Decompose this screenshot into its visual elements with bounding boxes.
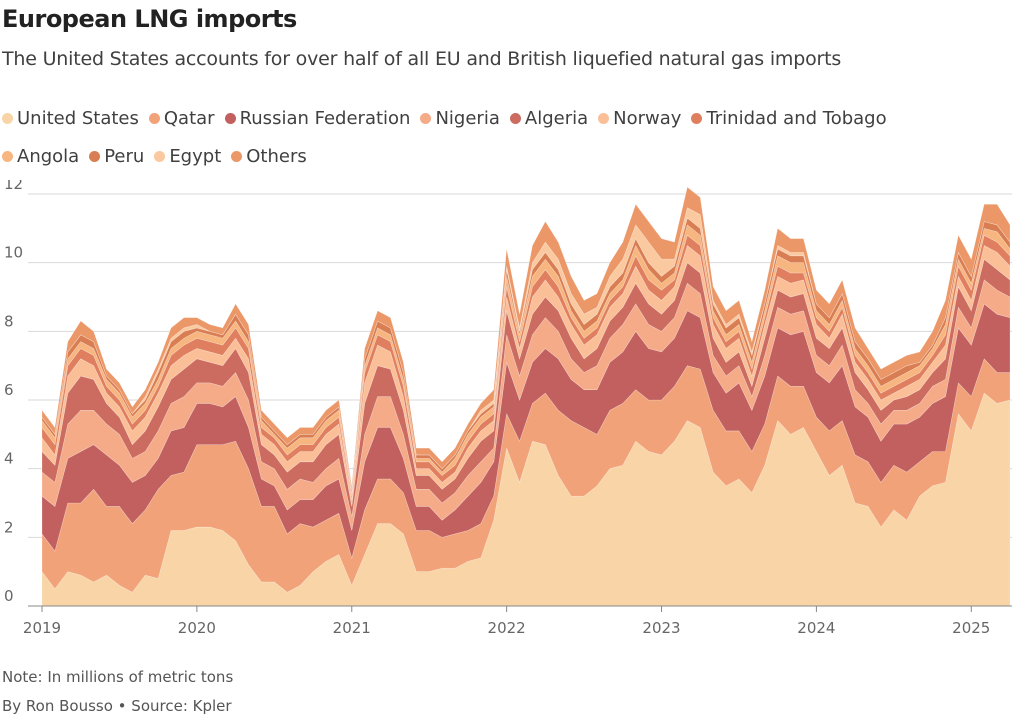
legend-item-others: Others [231, 138, 307, 176]
y-tick-label: 4 [4, 450, 14, 468]
legend-swatch [2, 113, 13, 124]
area-others [41, 186, 1011, 490]
legend-swatch [509, 113, 521, 124]
legend-swatch [598, 113, 610, 124]
legend-label: Russian Federation [239, 108, 411, 129]
legend-label: Egypt [169, 146, 222, 167]
area-series-group [41, 186, 1011, 607]
legend-label: Trinidad and Tobago [706, 108, 887, 129]
legend-item-qatar: Qatar [148, 100, 215, 138]
legend-label: Peru [104, 146, 145, 167]
legend-item-peru: Peru [89, 138, 144, 176]
legend-swatch [148, 113, 160, 124]
y-tick-label: 6 [4, 381, 14, 399]
x-tick-label: 2020 [178, 619, 216, 637]
legend-item-egypt: Egypt [154, 138, 221, 176]
x-tick-label: 2021 [333, 619, 371, 637]
axis-group: 2019 2020 2021 2022 2023 2024 2025 [23, 605, 1012, 637]
legend: United States Qatar Russian Federation Nige… [2, 100, 1012, 176]
note-text: Note: In millions of metric tons [2, 668, 234, 686]
legend-swatch [154, 151, 166, 162]
chart-title: European LNG imports [2, 5, 297, 33]
legend-item-norway: Norway [598, 100, 681, 138]
legend-label: Qatar [163, 108, 215, 129]
x-tick-label: 2019 [23, 619, 61, 637]
legend-swatch [224, 113, 236, 124]
legend-item-algeria: Algeria [509, 100, 589, 138]
y-tick-label: 2 [4, 518, 14, 536]
byline-text: By Ron Bousso • Source: Kpler [2, 697, 232, 715]
y-tick-label: 8 [4, 312, 14, 330]
legend-label: Angola [17, 146, 80, 167]
x-tick-label: 2022 [488, 619, 526, 637]
legend-item-russian-federation: Russian Federation [224, 100, 411, 138]
y-tick-label: 10 [4, 244, 23, 262]
legend-label: United States [17, 108, 139, 129]
legend-label: Norway [613, 108, 682, 129]
stacked-area-chart: 0 2 4 6 8 10 12 2019 2020 2021 2022 2023 2024 2025 [4, 180, 1012, 637]
legend-item-trinidad-and-tobago: Trinidad and Tobago [691, 100, 887, 138]
legend-swatch [691, 113, 703, 124]
legend-swatch [2, 151, 13, 162]
y-tick-label: 0 [4, 587, 14, 605]
legend-swatch [420, 113, 432, 124]
legend-item-angola: Angola [2, 138, 79, 176]
legend-item-united-states: United States [2, 100, 139, 138]
x-tick-label: 2024 [797, 619, 835, 637]
legend-label: Others [246, 146, 307, 167]
legend-item-nigeria: Nigeria [420, 100, 500, 138]
legend-swatch [231, 151, 243, 162]
x-tick-label: 2025 [952, 619, 990, 637]
x-tick-label: 2023 [642, 619, 680, 637]
legend-swatch [89, 151, 101, 162]
chart-subtitle: The United States accounts for over half… [2, 48, 842, 70]
legend-label: Nigeria [435, 108, 500, 129]
legend-label: Algeria [524, 108, 589, 129]
y-tick-label: 12 [4, 180, 23, 193]
